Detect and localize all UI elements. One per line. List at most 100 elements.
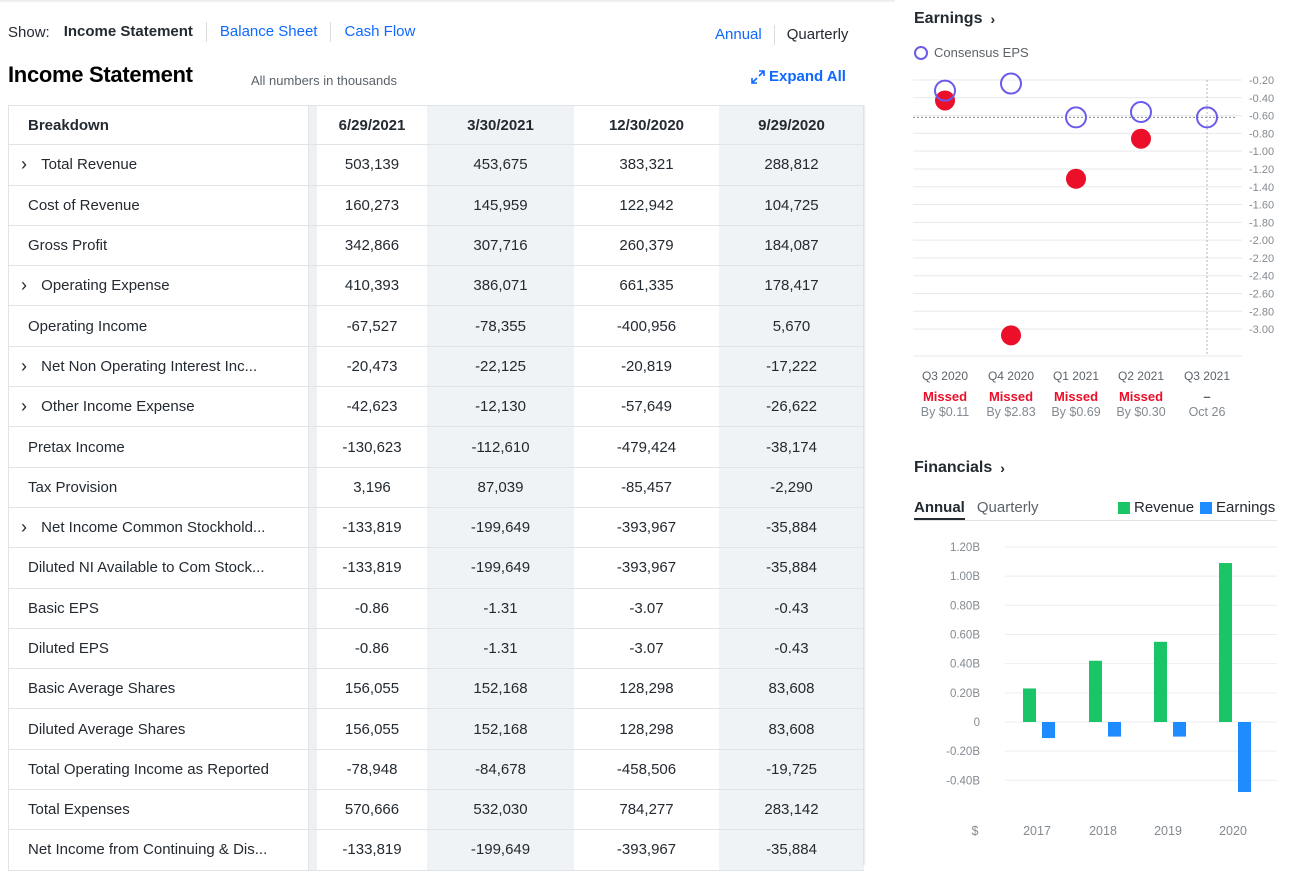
eps-actual-dot[interactable] [1131,128,1151,149]
value-cell: -84,678 [427,749,574,790]
value-cell: 156,055 [344,680,400,698]
row-label-text: Operating Expense [41,277,170,295]
chevron-right-icon[interactable]: › [21,396,27,417]
revenue-bar[interactable] [1154,641,1167,722]
value-cell: -133,819 [342,841,402,859]
row-label-text: Total Expenses [28,801,130,819]
chevron-right-icon[interactable]: › [21,517,27,538]
table-row: Diluted EPS -0.86 -1.31 -3.07 -0.43 [9,628,864,670]
value-cell: 156,055 [344,720,400,738]
column-gutter [309,427,317,467]
financials-tab-annual[interactable]: Annual [914,499,965,520]
value-cell: -393,967 [616,559,677,577]
financials-tab-quarterly[interactable]: Quarterly [976,499,1039,516]
value-cell: -35,884 [719,507,864,548]
expand-all-button[interactable]: Expand All [751,68,846,85]
eps-estimate-ring[interactable] [1196,106,1218,129]
column-gutter [309,669,317,709]
chevron-right-icon[interactable]: › [21,154,27,175]
table-row: Net Income from Continuing & Dis... -133,… [9,830,864,871]
column-gutter [309,830,317,870]
fin-y-tick: 0.20B [950,688,980,700]
value-cell: -458,506 [616,760,677,778]
header-breakdown: Breakdown [9,106,309,145]
eps-estimate-ring[interactable] [1065,106,1087,129]
earnings-bar[interactable] [1108,722,1121,737]
table-row[interactable]: › Net Income Common Stockhold... -133,819… [9,507,864,549]
row-label: Diluted Average Shares [9,709,309,749]
table-row[interactable]: › Other Income Expense -42,623 -12,130 -57,… [9,387,864,428]
row-label: Gross Profit [9,225,309,266]
units-note: All numbers in thousands [251,73,397,88]
tab-income-statement[interactable]: Income Statement [63,23,193,40]
chevron-right-icon[interactable]: › [21,275,27,296]
row-label[interactable]: › Net Income Common Stockhold... [9,507,309,548]
row-label-text: Net Non Operating Interest Inc... [41,357,258,375]
row-label[interactable]: › Other Income Expense [9,387,309,427]
eps-status-label: Missed [1119,389,1163,404]
eps-detail-label: By $0.69 [1051,405,1100,419]
row-label: Diluted EPS [9,628,309,669]
chevron-right-icon: › [990,11,996,27]
value-cell: 342,866 [344,237,400,255]
revenue-bar[interactable] [1089,660,1102,722]
row-label: Basic Average Shares [9,669,309,709]
fin-y-tick: 1.00B [950,571,980,583]
value-cell: 503,139 [344,156,400,174]
period-annual-button[interactable]: Annual [715,26,762,43]
revenue-bar[interactable] [1023,688,1036,722]
table-row: Total Expenses 570,666 532,030 784,277 283,1… [9,790,864,831]
row-label[interactable]: › Total Revenue [9,145,309,185]
chevron-right-icon[interactable]: › [21,355,27,376]
table-row: Diluted NI Available to Com Stock... -133… [9,548,864,589]
financials-title: Financials [914,459,993,476]
period-quarterly-button[interactable]: Quarterly [773,25,861,45]
row-label[interactable]: › Operating Expense [9,266,309,306]
value-cell: -133,819 [342,559,402,577]
chevron-right-icon: › [1000,460,1005,476]
value-cell: -1.31 [427,588,574,628]
fin-y-tick: 0 [974,717,980,729]
eps-actual-dot[interactable] [1001,325,1021,346]
earnings-title-link[interactable]: Earnings › [914,10,995,28]
value-cell: 152,168 [427,669,574,709]
row-label: Pretax Income [9,427,309,467]
row-label-text: Gross Profit [28,237,108,255]
eps-estimate-ring[interactable] [934,79,956,102]
eps-estimate-ring[interactable] [1000,72,1022,95]
value-cell: 83,608 [719,709,864,749]
eps-actual-dot[interactable] [1066,168,1086,189]
value-cell: -42,623 [346,398,398,416]
table-body: › Total Revenue 503,139 453,675 383,321 288,… [9,145,864,871]
table-row[interactable]: › Net Non Operating Interest Inc... -20,4… [9,346,864,388]
row-label-text: Total Revenue [41,156,138,174]
eps-estimate-ring[interactable] [1130,101,1152,124]
value-cell: 661,335 [619,277,674,295]
tab-cash-flow[interactable]: Cash Flow [330,22,428,42]
financials-title-link[interactable]: Financials › [914,459,1005,477]
row-label-text: Cost of Revenue [28,196,140,214]
eps-y-tick: -1.20 [1249,164,1274,176]
value-cell: -17,222 [719,346,864,387]
earnings-bar[interactable] [1238,722,1251,792]
eps-status-label: Missed [1054,389,1098,404]
eps-quarter-label: Q1 2021 [1053,369,1099,383]
column-gutter [309,749,317,790]
value-cell: -199,649 [427,830,574,870]
tab-balance-sheet[interactable]: Balance Sheet [205,22,331,42]
row-label[interactable]: › Net Non Operating Interest Inc... [9,346,309,387]
earnings-bar[interactable] [1042,722,1055,739]
row-label-text: Total Operating Income as Reported [28,760,269,778]
eps-y-tick: -2.00 [1249,235,1274,247]
value-cell: -1.31 [427,628,574,669]
eps-y-tick: -2.60 [1249,289,1274,301]
eps-y-tick: -0.60 [1249,111,1274,123]
value-cell: -0.43 [719,628,864,669]
consensus-ring-icon [914,45,928,60]
table-row[interactable]: › Operating Expense 410,393 386,071 661,335… [9,266,864,307]
value-cell: 83,608 [719,669,864,709]
earnings-bar[interactable] [1173,722,1186,737]
revenue-bar[interactable] [1219,563,1232,722]
table-row[interactable]: › Total Revenue 503,139 453,675 383,321 288,… [9,145,864,186]
column-gutter [309,628,317,669]
